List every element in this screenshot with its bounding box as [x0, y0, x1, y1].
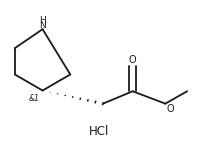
Text: &1: &1: [29, 94, 40, 103]
Text: N: N: [39, 21, 46, 30]
Text: HCl: HCl: [89, 125, 109, 138]
Text: O: O: [129, 55, 136, 65]
Text: O: O: [166, 104, 174, 114]
Text: H: H: [39, 16, 46, 25]
